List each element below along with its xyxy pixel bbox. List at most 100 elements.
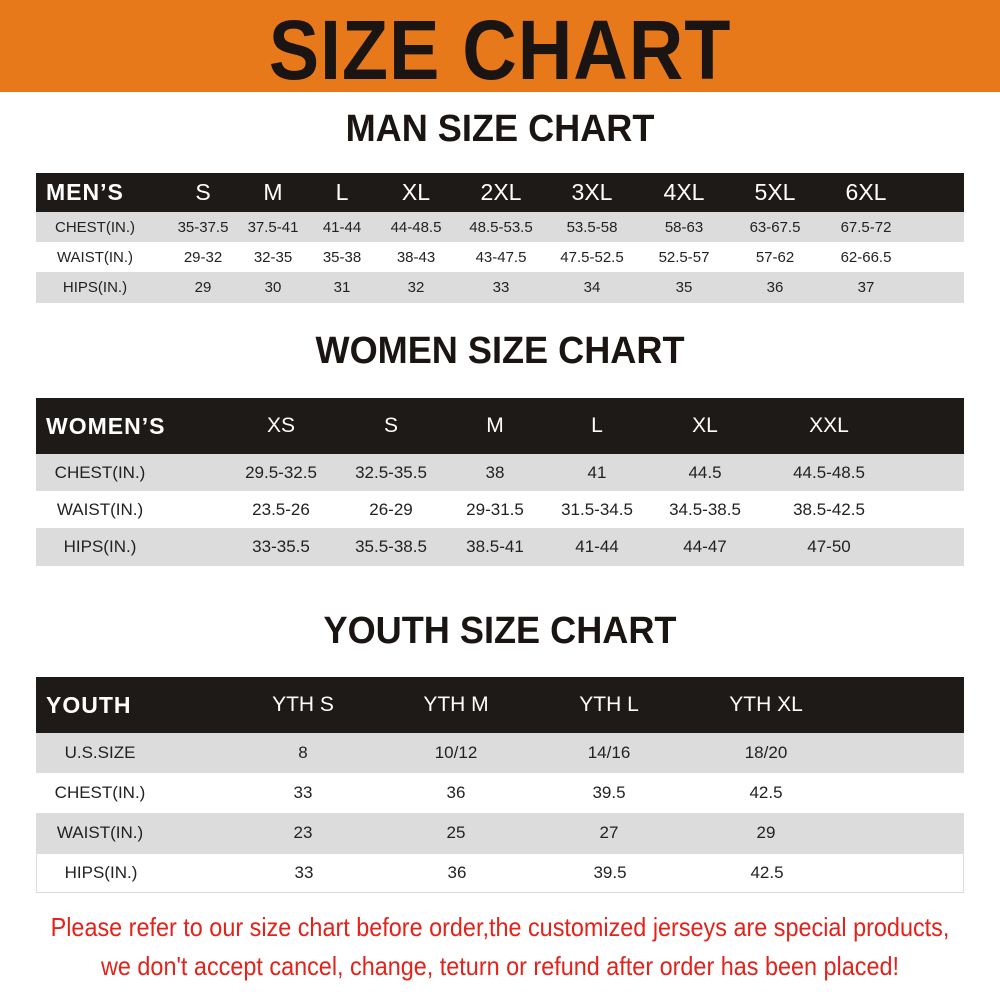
table-cell: 29.5-32.5 bbox=[245, 462, 317, 482]
table-header-row: YOUTH YTH S YTH M YTH L YTH XL bbox=[36, 677, 964, 733]
table-cell: 30 bbox=[264, 279, 282, 296]
size-column-header: 4XL bbox=[663, 179, 705, 205]
table-header-row: WOMEN’S XS S M L XL XXL bbox=[36, 398, 964, 454]
youth-section-title: YOUTH SIZE CHART bbox=[323, 610, 677, 652]
table-cell: 33-35.5 bbox=[252, 537, 310, 556]
row-label: CHEST(IN.) bbox=[55, 218, 135, 236]
size-column-header: M bbox=[263, 179, 283, 205]
table-cell: 44.5 bbox=[688, 462, 722, 482]
table-cell: 26-29 bbox=[369, 499, 413, 519]
table-cell: 23 bbox=[293, 823, 313, 842]
size-column-header: YTH L bbox=[579, 693, 639, 716]
page-title: SIZE CHART bbox=[268, 3, 732, 97]
table-cell: 44.5-48.5 bbox=[793, 462, 865, 482]
row-label: CHEST(IN.) bbox=[54, 783, 146, 802]
table-cell: 31 bbox=[333, 279, 351, 296]
table-header-row: MEN’S S M L XL 2XL 3XL 4XL 5XL 6XL bbox=[36, 173, 964, 212]
row-label: HIPS(IN.) bbox=[64, 863, 138, 882]
size-column-header: 3XL bbox=[571, 179, 613, 205]
table-cell: 39.5 bbox=[592, 783, 626, 802]
table-cell: 35-37.5 bbox=[177, 218, 229, 236]
table-cell: 35-38 bbox=[322, 248, 362, 266]
table-cell: 42.5 bbox=[750, 863, 784, 882]
table-cell: 35.5-38.5 bbox=[355, 537, 427, 556]
size-column-header: L bbox=[335, 179, 349, 205]
table-cell: 39.5 bbox=[593, 863, 627, 882]
row-label: HIPS(IN.) bbox=[63, 537, 137, 556]
table-cell: 33 bbox=[492, 279, 510, 296]
men-section-title: MAN SIZE CHART bbox=[345, 108, 655, 150]
table-cell: 53.5-58 bbox=[566, 218, 618, 236]
table-cell: 36 bbox=[766, 279, 784, 296]
size-column-header: YTH M bbox=[423, 693, 489, 716]
table-row: WAIST(IN.) 23.5-26 26-29 29-31.5 31.5-34.5 34… bbox=[36, 491, 964, 528]
size-column-header: 5XL bbox=[754, 179, 796, 205]
table-cell: 62-66.5 bbox=[840, 248, 892, 266]
table-cell: 32.5-35.5 bbox=[355, 462, 427, 482]
table-cell: 37.5-41 bbox=[247, 218, 299, 236]
notice-line-2: we don't accept cancel, change, teturn o… bbox=[101, 951, 899, 981]
table-cell: 36 bbox=[447, 863, 467, 882]
size-column-header: YTH XL bbox=[729, 693, 803, 716]
table-cell: 34.5-38.5 bbox=[669, 499, 741, 519]
table-cell: 32-35 bbox=[253, 248, 293, 266]
table-cell: 52.5-57 bbox=[658, 248, 710, 266]
table-cell: 33 bbox=[293, 783, 313, 802]
table-row: HIPS(IN.) 33-35.5 35.5-38.5 38.5-41 41-44 44-… bbox=[36, 528, 964, 566]
table-row: CHEST(IN.) 33 36 39.5 42.5 bbox=[36, 773, 964, 813]
notice-line-1: Please refer to our size chart before or… bbox=[50, 912, 950, 942]
table-header-label: YOUTH bbox=[46, 691, 132, 718]
table-cell: 29 bbox=[756, 823, 776, 842]
row-label: WAIST(IN.) bbox=[56, 823, 144, 842]
size-column-header: XXL bbox=[809, 414, 849, 437]
table-cell: 44-48.5 bbox=[390, 218, 442, 236]
table-cell: 58-63 bbox=[664, 218, 704, 236]
row-label: U.S.SIZE bbox=[64, 743, 136, 762]
table-cell: 48.5-53.5 bbox=[469, 218, 533, 236]
table-cell: 10/12 bbox=[434, 743, 478, 762]
table-cell: 32 bbox=[407, 279, 425, 296]
table-header-label: WOMEN’S bbox=[46, 412, 166, 439]
table-row: HIPS(IN.) 29 30 31 32 33 34 35 36 37 bbox=[36, 272, 964, 303]
size-column-header: L bbox=[591, 414, 603, 437]
row-label: WAIST(IN.) bbox=[56, 248, 134, 266]
table-cell: 41-44 bbox=[575, 537, 619, 556]
women-section-title: WOMEN SIZE CHART bbox=[315, 330, 685, 372]
table-cell: 44-47 bbox=[683, 537, 727, 556]
table-cell: 34 bbox=[583, 279, 601, 296]
size-column-header: XS bbox=[266, 414, 296, 437]
table-row: CHEST(IN.) 35-37.5 37.5-41 41-44 44-48.5 48.5… bbox=[36, 212, 964, 242]
table-header-label: MEN’S bbox=[46, 179, 124, 205]
size-column-header: 2XL bbox=[480, 179, 522, 205]
table-cell: 27 bbox=[599, 823, 619, 842]
size-column-header: XL bbox=[692, 414, 718, 437]
size-column-header: M bbox=[486, 414, 504, 437]
size-column-header: 6XL bbox=[845, 179, 887, 205]
table-cell: 31.5-34.5 bbox=[561, 499, 633, 519]
table-cell: 29-32 bbox=[183, 248, 223, 266]
table-cell: 38.5-41 bbox=[466, 537, 524, 556]
table-row: U.S.SIZE 8 10/12 14/16 18/20 bbox=[36, 733, 964, 773]
table-cell: 41-44 bbox=[322, 218, 362, 236]
table-cell: 18/20 bbox=[744, 743, 788, 762]
row-label: CHEST(IN.) bbox=[54, 462, 146, 482]
table-cell: 25 bbox=[446, 823, 466, 842]
table-cell: 38 bbox=[485, 462, 505, 482]
table-cell: 63-67.5 bbox=[749, 218, 801, 236]
table-row: WAIST(IN.) 29-32 32-35 35-38 38-43 43-47.5 47.… bbox=[36, 242, 964, 272]
table-cell: 67.5-72 bbox=[840, 218, 892, 236]
table-cell: 42.5 bbox=[749, 783, 783, 802]
table-cell: 33 bbox=[294, 863, 314, 882]
table-cell: 36 bbox=[446, 783, 466, 802]
table-row: HIPS(IN.) 33 36 39.5 42.5 bbox=[36, 853, 964, 893]
banner: SIZE CHART bbox=[0, 0, 1000, 97]
size-column-header: YTH S bbox=[272, 693, 334, 716]
table-cell: 8 bbox=[298, 743, 308, 762]
size-column-header: S bbox=[195, 179, 211, 205]
table-cell: 14/16 bbox=[587, 743, 631, 762]
table-row: WAIST(IN.) 23 25 27 29 bbox=[36, 813, 964, 853]
table-cell: 47.5-52.5 bbox=[560, 248, 624, 266]
table-cell: 38-43 bbox=[396, 248, 436, 266]
table-cell: 35 bbox=[675, 279, 693, 296]
table-cell: 38.5-42.5 bbox=[793, 499, 865, 519]
